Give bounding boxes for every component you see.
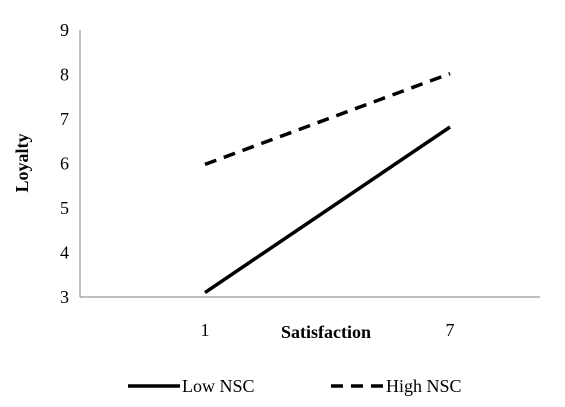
y-tick-labels: 3 4 5 6 7 8 9 bbox=[60, 20, 69, 307]
legend-label-high-nsc: High NSC bbox=[386, 376, 462, 396]
y-axis-title: Loyalty bbox=[12, 133, 32, 192]
y-tick-label: 7 bbox=[60, 109, 69, 129]
y-tick-label: 3 bbox=[60, 287, 69, 307]
x-tick-label: 1 bbox=[201, 320, 210, 340]
y-tick-label: 4 bbox=[60, 243, 69, 263]
y-tick-label: 8 bbox=[60, 65, 69, 85]
legend-label-low-nsc: Low NSC bbox=[182, 376, 255, 396]
y-tick-label: 6 bbox=[60, 154, 69, 174]
x-axis-title: Satisfaction bbox=[281, 322, 371, 342]
series-line-high-nsc bbox=[204, 71, 451, 167]
x-tick-label: 7 bbox=[446, 320, 455, 340]
legend: Low NSC High NSC bbox=[128, 376, 462, 396]
series-lines bbox=[204, 71, 451, 295]
y-tick-label: 9 bbox=[60, 20, 69, 40]
y-tick-label: 5 bbox=[60, 198, 69, 218]
series-line-low-nsc bbox=[204, 125, 451, 295]
